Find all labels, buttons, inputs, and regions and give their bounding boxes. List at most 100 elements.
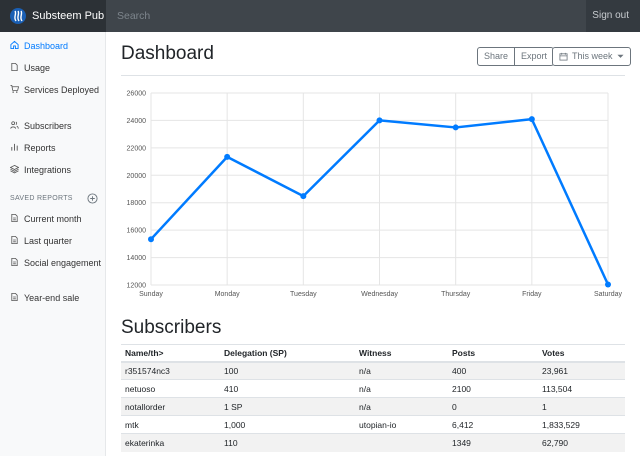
sidebar-item-label: Reports: [24, 143, 56, 153]
saved-report-last-quarter[interactable]: Last quarter: [0, 235, 106, 248]
subscribers-title: Subscribers: [121, 317, 222, 338]
table-row: ekaterinka 110 1349 62,790: [121, 433, 625, 452]
table-cell: 0: [448, 397, 538, 416]
saved-report-label: Last quarter: [24, 236, 73, 246]
y-tick-label: 12000: [127, 283, 147, 290]
table-row: netuoso 410 n/a 2100 113,504: [121, 379, 625, 398]
bar-chart-icon: [11, 143, 18, 151]
table-row: notallorder 1 SP n/a 0 1: [121, 397, 625, 416]
sidebar-item-label: Dashboard: [24, 41, 69, 51]
saved-report-label: Year-end sale: [24, 293, 80, 303]
data-point: [528, 116, 535, 123]
sidebar-item-subscribers[interactable]: Subscribers: [0, 120, 106, 133]
subscribers-table: Name/th> Delegation (SP) Witness Posts V…: [121, 344, 625, 452]
x-tick-label: Monday: [215, 291, 240, 298]
calendar-icon: [559, 52, 568, 61]
file-text-icon: [11, 235, 18, 245]
page-title: Dashboard: [121, 43, 214, 64]
table-cell: notallorder: [121, 397, 220, 416]
table-cell: 2100: [448, 379, 538, 398]
brand[interactable]: Substeem Pub: [0, 0, 106, 32]
sidebar-item-services-deployed[interactable]: Services Deployed: [0, 84, 106, 97]
table-cell: n/a: [355, 379, 448, 398]
table-cell: mtk: [121, 415, 220, 434]
table-cell: ekaterinka: [121, 433, 220, 452]
sidebar: Dashboard Usage Services Deployed Subscr…: [0, 32, 106, 456]
table-cell: n/a: [355, 397, 448, 416]
weekly-line-chart: 12000 14000 16000 18000 20000 22000 24000 26000…: [127, 91, 623, 299]
table-cell: [355, 433, 448, 452]
x-tick-label: Friday: [522, 291, 542, 298]
header-divider: [121, 75, 625, 76]
brand-name: Substeem Pub: [32, 10, 105, 22]
file-icon: [11, 62, 18, 72]
sidebar-item-usage[interactable]: Usage: [0, 62, 106, 75]
table-cell: 1: [538, 397, 625, 416]
data-point: [224, 153, 231, 160]
y-tick-label: 14000: [127, 255, 147, 262]
x-tick-label: Saturday: [594, 291, 623, 298]
home-icon: [10, 40, 19, 50]
add-report-icon[interactable]: [87, 193, 98, 204]
y-tick-label: 16000: [127, 228, 147, 235]
saved-report-year-end-sale[interactable]: Year-end sale: [0, 292, 106, 305]
table-cell: 400: [448, 361, 538, 380]
main-content: Dashboard Share Export This week 12000 14…: [106, 32, 640, 456]
signout-link[interactable]: Sign out: [592, 10, 629, 21]
file-text-icon: [11, 292, 18, 302]
table-cell: 62,790: [538, 433, 625, 452]
data-point: [148, 236, 154, 243]
column-header: Votes: [538, 344, 625, 363]
export-button[interactable]: Export: [515, 47, 555, 66]
y-tick-label: 20000: [127, 173, 147, 180]
top-navbar: Substeem Pub Sign out: [0, 0, 640, 32]
y-tick-label: 18000: [127, 200, 147, 207]
toolbar-button-group: Share Export: [477, 47, 555, 66]
column-header: Witness: [355, 344, 448, 363]
sidebar-item-label: Subscribers: [24, 121, 72, 131]
table-cell: 100: [220, 361, 355, 380]
table-cell: 1 SP: [220, 397, 355, 416]
column-header: Posts: [448, 344, 538, 363]
column-header: Name/th>: [121, 344, 220, 363]
table-cell: 1,833,529: [538, 415, 625, 434]
y-tick-label: 26000: [127, 91, 147, 98]
sidebar-item-integrations[interactable]: Integrations: [0, 164, 106, 177]
date-range-dropdown[interactable]: This week: [552, 47, 631, 66]
sidebar-item-label: Integrations: [24, 165, 72, 175]
table-cell: 113,504: [538, 379, 625, 398]
layers-icon: [10, 164, 19, 174]
x-tick-label: Sunday: [139, 291, 163, 298]
share-button[interactable]: Share: [477, 47, 516, 66]
file-text-icon: [11, 257, 18, 267]
saved-reports-heading: SAVED REPORTS: [10, 195, 73, 202]
table-row: mtk 1,000 utopian-io 6,412 1,833,529: [121, 415, 625, 434]
steem-logo-icon: [10, 8, 26, 24]
shopping-cart-icon: [10, 84, 19, 93]
y-tick-label: 22000: [127, 145, 147, 152]
x-tick-label: Thursday: [441, 291, 471, 298]
saved-report-label: Current month: [24, 214, 82, 224]
table-cell: 410: [220, 379, 355, 398]
table-cell: 1349: [448, 433, 538, 452]
data-point: [376, 117, 383, 124]
table-cell: n/a: [355, 361, 448, 380]
table-cell: 1,000: [220, 415, 355, 434]
data-point: [452, 124, 459, 131]
sidebar-item-dashboard[interactable]: Dashboard: [0, 40, 106, 53]
x-tick-label: Wednesday: [361, 291, 398, 298]
saved-report-social-engagement[interactable]: Social engagement: [0, 257, 106, 270]
search-input[interactable]: [106, 0, 586, 32]
table-cell: 6,412: [448, 415, 538, 434]
table-row: r351574nc3 100 n/a 400 23,961: [121, 361, 625, 380]
date-range-label: This week: [572, 51, 613, 61]
y-tick-label: 24000: [127, 118, 147, 125]
saved-report-label: Social engagement: [24, 258, 102, 268]
table-cell: 23,961: [538, 361, 625, 380]
data-point: [300, 193, 307, 200]
table-header-row: Name/th> Delegation (SP) Witness Posts V…: [121, 344, 625, 363]
saved-report-current-month[interactable]: Current month: [0, 213, 106, 226]
table-cell: 110: [220, 433, 355, 452]
sidebar-item-reports[interactable]: Reports: [0, 142, 106, 155]
x-tick-label: Tuesday: [290, 291, 317, 298]
